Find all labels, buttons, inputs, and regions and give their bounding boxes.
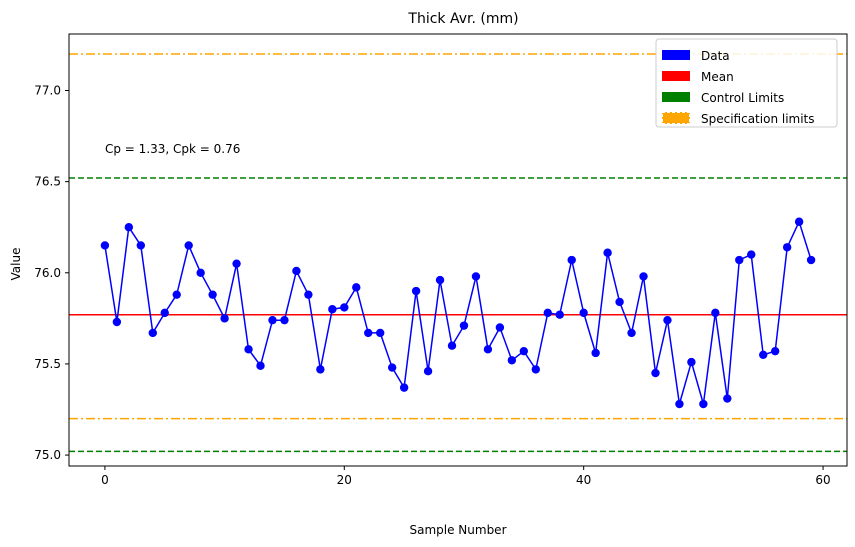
data-point bbox=[507, 356, 517, 365]
data-point bbox=[220, 314, 229, 323]
data-point bbox=[675, 399, 684, 409]
data-point bbox=[292, 266, 301, 276]
data-point bbox=[603, 248, 612, 257]
x-tick-label: 40 bbox=[576, 473, 591, 487]
data-point bbox=[340, 303, 349, 312]
data-point bbox=[687, 357, 696, 367]
legend-swatch-data bbox=[662, 50, 690, 60]
data-point bbox=[256, 361, 265, 370]
data-point bbox=[423, 367, 433, 376]
data-point bbox=[806, 255, 816, 265]
data-point bbox=[519, 346, 529, 356]
data-point bbox=[495, 323, 505, 332]
x-tick-label: 0 bbox=[101, 473, 109, 487]
data-point bbox=[782, 243, 792, 252]
legend-label: Mean bbox=[701, 70, 734, 84]
data-point bbox=[112, 317, 122, 327]
data-point bbox=[352, 283, 361, 292]
data-point bbox=[759, 350, 768, 360]
data-point bbox=[735, 255, 744, 265]
data-point bbox=[100, 241, 110, 250]
y-tick-label: 76.0 bbox=[34, 266, 61, 280]
data-point bbox=[663, 315, 672, 325]
data-point bbox=[208, 290, 217, 299]
data-point bbox=[483, 345, 493, 354]
legend-label: Specification limits bbox=[701, 112, 815, 126]
data-point bbox=[124, 223, 134, 232]
data-point bbox=[747, 250, 756, 259]
data-point bbox=[232, 259, 241, 268]
data-point bbox=[376, 328, 385, 338]
legend-box bbox=[655, 38, 838, 128]
data-point bbox=[711, 308, 720, 318]
chart-title: Thick Avr. (mm) bbox=[407, 11, 518, 27]
x-tick-label: 60 bbox=[815, 473, 830, 487]
legend-swatch-mean bbox=[662, 71, 690, 81]
data-point bbox=[304, 290, 313, 299]
data-point bbox=[567, 255, 576, 265]
y-tick-label: 76.5 bbox=[34, 175, 61, 189]
y-tick-label: 77.0 bbox=[34, 84, 61, 98]
legend: Data Mean Control Limits Specification limi… bbox=[655, 38, 838, 128]
data-point bbox=[160, 308, 169, 318]
data-point bbox=[543, 308, 552, 318]
data-point bbox=[723, 394, 732, 403]
data-series-line bbox=[104, 219, 812, 405]
data-point bbox=[148, 328, 157, 338]
y-tick-label: 75.5 bbox=[34, 357, 61, 371]
data-point bbox=[591, 348, 600, 358]
data-point bbox=[627, 328, 636, 338]
data-point bbox=[615, 297, 624, 307]
data-point bbox=[459, 321, 469, 330]
data-point bbox=[328, 305, 337, 314]
data-point bbox=[399, 383, 409, 392]
y-axis-label: Value bbox=[9, 248, 23, 281]
data-point bbox=[531, 365, 540, 374]
data-point bbox=[435, 275, 445, 285]
data-point bbox=[651, 368, 660, 378]
legend-label: Data bbox=[701, 49, 730, 63]
data-point bbox=[471, 272, 481, 281]
data-point bbox=[364, 328, 373, 338]
data-point bbox=[770, 346, 780, 356]
data-point bbox=[411, 286, 421, 296]
data-point bbox=[172, 290, 181, 299]
cp-cpk-annotation: Cp = 1.33, Cpk = 0.76 bbox=[105, 142, 240, 156]
data-point bbox=[196, 268, 205, 277]
data-point bbox=[136, 241, 146, 250]
plot-frame bbox=[68, 33, 848, 467]
x-tick-label: 20 bbox=[337, 473, 352, 487]
data-point bbox=[244, 345, 253, 354]
data-point bbox=[447, 341, 457, 350]
data-point bbox=[280, 315, 289, 325]
legend-swatch-spec-limits bbox=[661, 111, 691, 125]
data-point bbox=[699, 399, 708, 409]
data-point bbox=[184, 241, 193, 250]
y-tick-label: 75.0 bbox=[34, 448, 61, 462]
data-point bbox=[387, 363, 397, 372]
legend-label: Control Limits bbox=[701, 91, 784, 105]
x-axis-label: Sample Number bbox=[409, 523, 506, 537]
plot-area: 0 20 40 60 75.0 75.5 76.0 76.5 77.0 bbox=[34, 33, 848, 487]
legend-swatch-control-limits bbox=[662, 92, 690, 102]
data-point bbox=[639, 272, 648, 281]
data-point bbox=[268, 315, 277, 325]
data-point bbox=[555, 310, 564, 319]
data-point bbox=[579, 308, 588, 318]
data-point bbox=[316, 365, 325, 374]
data-point bbox=[794, 217, 804, 226]
